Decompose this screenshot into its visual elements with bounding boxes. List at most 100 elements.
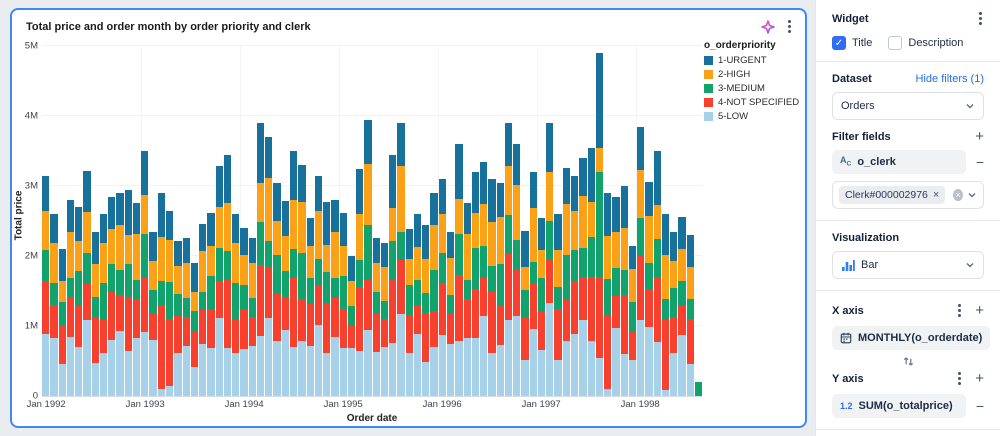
- bar-1995-06[interactable]: [380, 46, 389, 396]
- bar-1993-10[interactable]: [215, 46, 223, 396]
- bar-1995-04[interactable]: [364, 46, 372, 396]
- bar-1995-11[interactable]: [422, 46, 430, 396]
- bar-1994-02[interactable]: [248, 46, 256, 396]
- bar-1997-01[interactable]: [537, 46, 546, 396]
- bar-1994-08[interactable]: [298, 46, 306, 396]
- filter-value-combobox[interactable]: Clerk#000002976 × ×: [832, 181, 984, 209]
- bar-1992-03[interactable]: [58, 46, 66, 396]
- bar-1992-05[interactable]: [75, 46, 83, 396]
- bar-1994-09[interactable]: [306, 46, 314, 396]
- bar-1997-11[interactable]: [620, 46, 628, 396]
- panel-menu-icon[interactable]: [977, 10, 984, 27]
- bar-1994-11[interactable]: [323, 46, 331, 396]
- bar-1993-07[interactable]: [190, 46, 199, 396]
- bar-1996-12[interactable]: [529, 46, 537, 396]
- bar-1998-04[interactable]: [661, 46, 670, 396]
- bar-1992-01[interactable]: [42, 46, 50, 396]
- bar-1992-11[interactable]: [124, 46, 132, 396]
- bar-1997-12[interactable]: [628, 46, 637, 396]
- checkbox-checked-icon[interactable]: ✓: [832, 36, 846, 50]
- x-axis-field-pill[interactable]: MONTHLY(o_orderdate): [832, 326, 991, 350]
- bar-1994-01[interactable]: [240, 46, 248, 396]
- filter-field-pill[interactable]: AC o_clerk: [832, 150, 966, 174]
- x-axis-menu-icon[interactable]: [956, 302, 963, 319]
- bar-1995-03[interactable]: [356, 46, 364, 396]
- bar-1993-05[interactable]: [174, 46, 182, 396]
- bar-1998-01[interactable]: [637, 46, 645, 396]
- bar-1995-07[interactable]: [389, 46, 397, 396]
- ai-sparkle-icon[interactable]: [760, 19, 776, 35]
- bar-1996-08[interactable]: [496, 46, 504, 396]
- description-checkbox[interactable]: Description: [888, 36, 963, 50]
- bar-1997-02[interactable]: [546, 46, 554, 396]
- bar-1994-05[interactable]: [273, 46, 281, 396]
- bar-1992-07[interactable]: [91, 46, 99, 396]
- bar-1992-09[interactable]: [108, 46, 116, 396]
- bar-1998-05[interactable]: [670, 46, 678, 396]
- bar-1993-03[interactable]: [157, 46, 165, 396]
- bar-1994-10[interactable]: [314, 46, 323, 396]
- bar-1993-11[interactable]: [223, 46, 232, 396]
- bar-1998-07[interactable]: [686, 46, 694, 396]
- bar-1996-06[interactable]: [480, 46, 488, 396]
- bar-1995-08[interactable]: [397, 46, 405, 396]
- bar-1997-08[interactable]: [595, 46, 604, 396]
- filter-value-tag[interactable]: Clerk#000002976 ×: [839, 186, 946, 204]
- bar-1997-05[interactable]: [571, 46, 579, 396]
- visualization-select[interactable]: Bar: [832, 251, 984, 279]
- add-x-axis-field-icon[interactable]: +: [975, 301, 984, 319]
- bar-1996-04[interactable]: [463, 46, 471, 396]
- bar-1995-05[interactable]: [372, 46, 380, 396]
- remove-y-axis-field-icon[interactable]: −: [975, 398, 984, 414]
- bar-1994-07[interactable]: [289, 46, 298, 396]
- bar-1993-06[interactable]: [182, 46, 190, 396]
- hide-filters-link[interactable]: Hide filters (1): [915, 73, 984, 85]
- bar-1994-04[interactable]: [265, 46, 273, 396]
- bar-1997-10[interactable]: [612, 46, 620, 396]
- bar-1996-07[interactable]: [488, 46, 496, 396]
- bar-1996-11[interactable]: [521, 46, 529, 396]
- chart-widget-card[interactable]: Total price and order month by order pri…: [10, 8, 807, 428]
- bar-1995-01[interactable]: [339, 46, 347, 396]
- bar-1993-08[interactable]: [199, 46, 207, 396]
- bar-1996-01[interactable]: [438, 46, 447, 396]
- bar-1998-08[interactable]: [694, 46, 703, 396]
- bar-1995-12[interactable]: [430, 46, 438, 396]
- bar-1992-06[interactable]: [83, 46, 91, 396]
- bar-1992-12[interactable]: [132, 46, 141, 396]
- bar-1993-02[interactable]: [149, 46, 157, 396]
- add-filter-field-icon[interactable]: +: [975, 128, 984, 145]
- bar-1994-03[interactable]: [256, 46, 265, 396]
- bar-1997-06[interactable]: [579, 46, 587, 396]
- bar-1997-03[interactable]: [554, 46, 562, 396]
- bar-1998-06[interactable]: [678, 46, 686, 396]
- dataset-select[interactable]: Orders: [832, 92, 984, 120]
- bar-1997-09[interactable]: [604, 46, 612, 396]
- bar-1993-04[interactable]: [165, 46, 174, 396]
- bar-1998-03[interactable]: [653, 46, 661, 396]
- remove-filter-field-icon[interactable]: −: [975, 154, 984, 170]
- remove-tag-icon[interactable]: ×: [932, 189, 940, 201]
- bar-1996-10[interactable]: [513, 46, 521, 396]
- bar-1993-12[interactable]: [232, 46, 240, 396]
- bar-1995-09[interactable]: [405, 46, 413, 396]
- bar-1996-03[interactable]: [455, 46, 463, 396]
- bar-1997-07[interactable]: [587, 46, 595, 396]
- bar-1993-09[interactable]: [207, 46, 215, 396]
- bar-1996-02[interactable]: [447, 46, 455, 396]
- swap-axes-icon[interactable]: [902, 355, 915, 368]
- bar-1998-02[interactable]: [645, 46, 653, 396]
- bar-1992-08[interactable]: [99, 46, 108, 396]
- bar-1994-12[interactable]: [331, 46, 339, 396]
- y-axis-field-pill[interactable]: 1.2 SUM(o_totalprice): [832, 394, 966, 418]
- bar-1992-04[interactable]: [66, 46, 75, 396]
- y-axis-menu-icon[interactable]: [956, 370, 963, 387]
- bar-1992-02[interactable]: [50, 46, 58, 396]
- widget-menu-icon[interactable]: [786, 18, 793, 35]
- bar-1995-02[interactable]: [347, 46, 356, 396]
- bar-1996-09[interactable]: [504, 46, 513, 396]
- bar-1992-10[interactable]: [116, 46, 124, 396]
- add-y-axis-field-icon[interactable]: +: [975, 369, 984, 387]
- bar-1995-10[interactable]: [413, 46, 422, 396]
- clear-filter-icon[interactable]: ×: [953, 189, 963, 201]
